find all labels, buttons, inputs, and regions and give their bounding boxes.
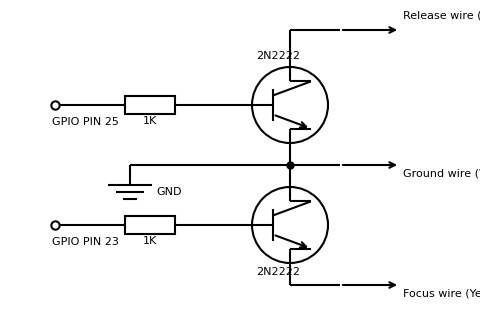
Text: Ground wire (White): Ground wire (White) [403,168,480,178]
Text: GPIO PIN 25: GPIO PIN 25 [52,117,119,127]
Text: 1K: 1K [143,236,157,246]
Text: 2N2222: 2N2222 [257,51,300,61]
Text: GPIO PIN 23: GPIO PIN 23 [52,237,119,247]
Text: Focus wire (Yellow): Focus wire (Yellow) [403,288,480,298]
Bar [125,216,175,234]
Text: Release wire (Red): Release wire (Red) [403,10,480,20]
Text: GND: GND [156,187,181,197]
Text: 1K: 1K [143,116,157,126]
Bar [125,96,175,114]
Text: 2N2222: 2N2222 [257,267,300,277]
